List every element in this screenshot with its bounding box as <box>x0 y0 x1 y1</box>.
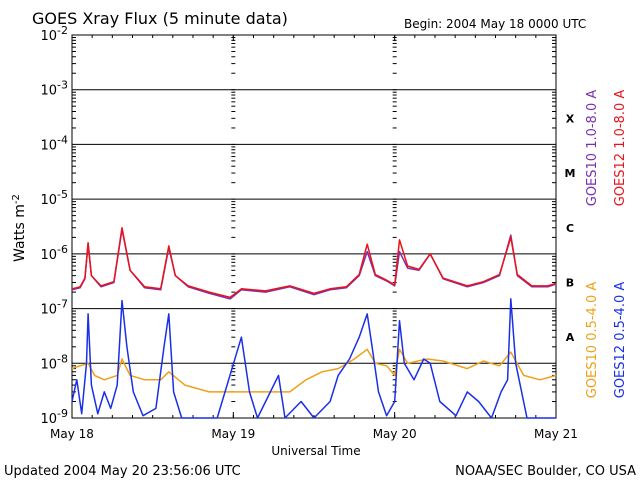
series-line-2 <box>71 348 557 393</box>
y-tick-label: 10-4 <box>40 133 68 153</box>
begin-label: Begin: 2004 May 18 0000 UTC <box>404 17 586 31</box>
chart-title: GOES Xray Flux (5 minute data) <box>32 9 288 28</box>
flare-class-label: B <box>566 276 574 289</box>
y-tick-mantissa: 10 <box>40 357 57 372</box>
series-line-3 <box>71 298 556 419</box>
x-tick-labels: May 18 May 19 May 20 May 21 <box>50 427 578 441</box>
legend-entry: GOES10 0.5-4.0 A <box>585 282 600 399</box>
y-tick-mantissa: 10 <box>40 193 57 208</box>
y-tick-exponent: -7 <box>57 298 68 311</box>
y-tick-mantissa: 10 <box>40 412 57 427</box>
series-line-1 <box>71 227 557 299</box>
flare-class-label: M <box>565 167 576 180</box>
x-tick-label: May 20 <box>373 427 417 441</box>
y-tick-exponent: -9 <box>57 407 68 420</box>
series-line-0 <box>71 228 557 300</box>
flare-class-label: X <box>566 112 575 125</box>
y-tick-exponent: -6 <box>57 243 68 256</box>
y-tick-exponent: -2 <box>57 24 68 37</box>
y-tick-labels: 10-910-810-710-610-510-410-310-2 <box>40 24 68 427</box>
legend-entry: GOES12 0.5-4.0 A <box>613 282 628 399</box>
credit-label: NOAA/SEC Boulder, CO USA <box>455 464 636 479</box>
x-tick-label: May 18 <box>50 427 94 441</box>
y-tick-exponent: -5 <box>57 188 68 201</box>
y-axis-label: Watts m-2 <box>11 194 28 262</box>
y-tick-label: 10-2 <box>40 24 68 44</box>
flare-class-labels: A B C M X <box>565 112 576 344</box>
y-tick-exponent: -4 <box>57 133 68 146</box>
y-tick-exponent: -8 <box>57 352 68 365</box>
x-tick-label: May 19 <box>211 427 255 441</box>
y-tick-exponent: -3 <box>57 79 68 92</box>
x-tick-label: May 21 <box>534 427 578 441</box>
y-tick-mantissa: 10 <box>40 84 57 99</box>
flare-class-label: A <box>566 331 575 344</box>
y-tick-mantissa: 10 <box>40 138 57 153</box>
y-tick-mantissa: 10 <box>40 29 57 44</box>
y-tick-label: 10-8 <box>40 352 68 372</box>
grid-lines <box>72 89 556 364</box>
y-tick-label: 10-9 <box>40 407 68 427</box>
y-tick-label: 10-7 <box>40 298 68 318</box>
legend-entry: GOES12 1.0-8.0 A <box>613 90 628 207</box>
y-tick-mantissa: 10 <box>40 303 57 318</box>
legend: GOES10 1.0-8.0 A GOES12 1.0-8.0 A GOES10 0… <box>585 90 628 399</box>
y-tick-label: 10-3 <box>40 79 68 99</box>
y-tick-label: 10-5 <box>40 188 68 208</box>
y-tick-mantissa: 10 <box>40 248 57 263</box>
y-tick-label: 10-6 <box>40 243 68 263</box>
updated-timestamp: Updated 2004 May 20 23:56:06 UTC <box>4 464 241 479</box>
x-axis-label: Universal Time <box>271 444 360 458</box>
flare-class-label: C <box>566 222 574 235</box>
legend-entry: GOES10 1.0-8.0 A <box>585 90 600 207</box>
series-lines <box>71 227 557 419</box>
